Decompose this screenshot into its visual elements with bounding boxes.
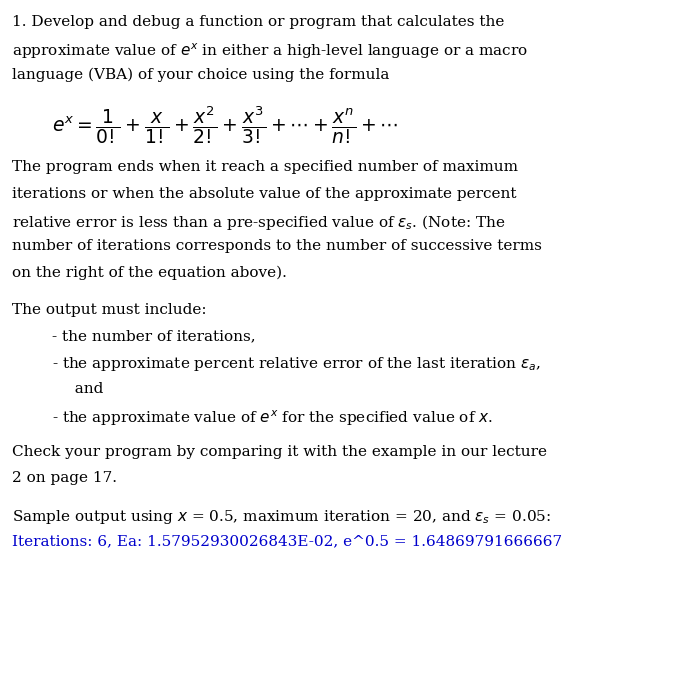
Text: $e^x = \dfrac{1}{0!} + \dfrac{x}{1!} + \dfrac{x^2}{2!} + \dfrac{x^3}{3!} + \cdot: $e^x = \dfrac{1}{0!} + \dfrac{x}{1!} + \… xyxy=(52,105,398,146)
Text: on the right of the equation above).: on the right of the equation above). xyxy=(12,266,288,280)
Text: Sample output using $x$ = 0.5, maximum iteration = 20, and $\varepsilon_s$ = 0.0: Sample output using $x$ = 0.5, maximum i… xyxy=(12,508,551,526)
Text: - the number of iterations,: - the number of iterations, xyxy=(52,329,255,343)
Text: - the approximate value of $e^x$ for the specified value of $x$.: - the approximate value of $e^x$ for the… xyxy=(52,408,493,428)
Text: Check your program by comparing it with the example in our lecture: Check your program by comparing it with … xyxy=(12,445,548,459)
Text: The output must include:: The output must include: xyxy=(12,303,207,316)
Text: and: and xyxy=(65,382,104,396)
Text: - the approximate percent relative error of the last iteration $\varepsilon_a$,: - the approximate percent relative error… xyxy=(52,355,541,373)
Text: Iterations: 6, Ea: 1.57952930026843E-02, e^0.5 = 1.64869791666667: Iterations: 6, Ea: 1.57952930026843E-02,… xyxy=(12,534,563,548)
Text: 2 on page 17.: 2 on page 17. xyxy=(12,471,118,485)
Text: The program ends when it reach a specified number of maximum: The program ends when it reach a specifi… xyxy=(12,160,518,174)
Text: number of iterations corresponds to the number of successive terms: number of iterations corresponds to the … xyxy=(12,239,542,253)
Text: approximate value of $e^x$ in either a high-level language or a macro: approximate value of $e^x$ in either a h… xyxy=(12,42,528,61)
Text: 1. Develop and debug a function or program that calculates the: 1. Develop and debug a function or progr… xyxy=(12,15,505,29)
Text: relative error is less than a pre-specified value of $\varepsilon_s$. (Note: The: relative error is less than a pre-specif… xyxy=(12,213,506,232)
Text: language (VBA) of your choice using the formula: language (VBA) of your choice using the … xyxy=(12,68,390,83)
Text: iterations or when the absolute value of the approximate percent: iterations or when the absolute value of… xyxy=(12,187,517,201)
